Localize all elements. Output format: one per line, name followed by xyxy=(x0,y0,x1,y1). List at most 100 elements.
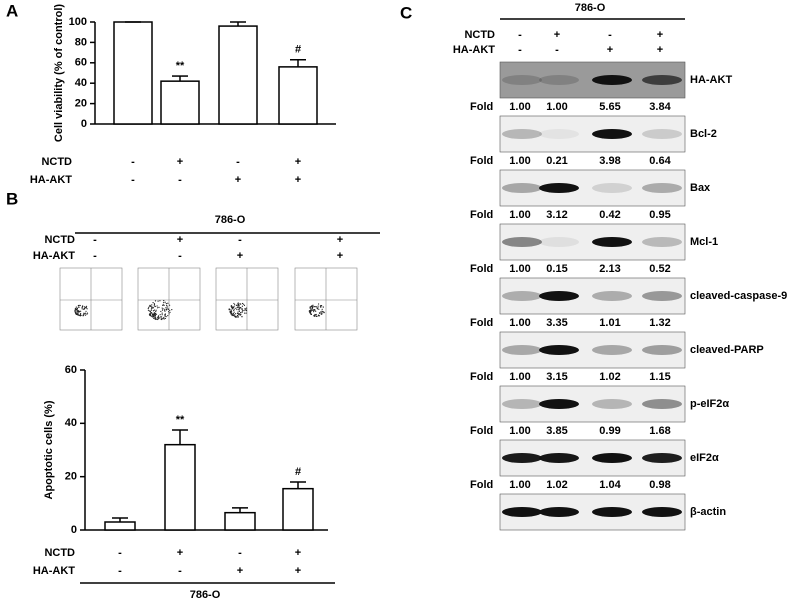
event xyxy=(313,309,315,311)
event xyxy=(309,310,311,312)
event xyxy=(76,311,78,313)
event xyxy=(230,305,233,307)
significance: ** xyxy=(176,414,185,426)
event xyxy=(171,309,173,311)
event xyxy=(238,310,241,312)
event xyxy=(233,305,235,308)
band xyxy=(642,291,682,301)
event xyxy=(152,310,154,312)
event xyxy=(155,309,157,311)
band xyxy=(642,129,682,139)
band xyxy=(592,453,632,463)
fold-value: 1.68 xyxy=(649,425,670,437)
event xyxy=(86,313,88,315)
event xyxy=(320,313,322,315)
event xyxy=(165,309,168,311)
flow-plot xyxy=(294,267,358,331)
y-tick-label: 40 xyxy=(65,417,77,429)
event xyxy=(162,304,164,306)
blot xyxy=(499,277,686,315)
event xyxy=(241,316,243,318)
event xyxy=(237,311,239,313)
event xyxy=(241,309,244,311)
event xyxy=(235,307,237,309)
event xyxy=(155,318,157,320)
fold-value: 0.99 xyxy=(599,425,620,437)
condition-sign: + xyxy=(607,44,613,56)
event xyxy=(158,306,160,308)
y-tick-label: 60 xyxy=(75,57,87,69)
fold-value: 3.84 xyxy=(649,101,671,113)
condition-sign: + xyxy=(337,234,343,246)
condition-sign: - xyxy=(178,250,182,262)
panel-label: B xyxy=(6,189,18,208)
event xyxy=(156,307,159,309)
band xyxy=(642,399,682,409)
event xyxy=(314,306,316,308)
event xyxy=(311,305,313,307)
fold-label: Fold xyxy=(470,209,493,221)
event xyxy=(149,310,152,313)
condition-sign: - xyxy=(131,174,135,186)
event xyxy=(239,303,241,305)
event xyxy=(244,308,246,310)
event xyxy=(165,316,167,318)
condition-sign: - xyxy=(93,250,97,262)
event xyxy=(238,305,240,307)
band xyxy=(539,129,579,139)
cell-line: 786-O xyxy=(215,214,246,226)
event xyxy=(320,304,323,307)
band xyxy=(502,183,542,193)
condition-sign: - xyxy=(238,547,242,559)
event xyxy=(315,313,317,316)
event xyxy=(231,314,233,317)
event xyxy=(167,315,169,317)
event xyxy=(234,304,236,306)
event xyxy=(241,305,244,307)
band xyxy=(502,399,542,409)
fold-value: 1.00 xyxy=(509,209,530,221)
event xyxy=(160,318,163,320)
event xyxy=(77,309,79,312)
event xyxy=(155,313,158,315)
event xyxy=(160,310,162,313)
condition-sign: - xyxy=(555,44,559,56)
band xyxy=(539,291,579,301)
event xyxy=(161,307,163,309)
event xyxy=(86,312,89,314)
event xyxy=(164,308,166,310)
event xyxy=(154,300,157,302)
significance: # xyxy=(295,466,301,478)
event xyxy=(234,313,237,315)
blot-label: Bax xyxy=(690,182,711,194)
condition-label: NCTD xyxy=(41,156,72,168)
event xyxy=(245,309,247,311)
event xyxy=(245,307,248,309)
condition-sign: + xyxy=(657,44,663,56)
band xyxy=(539,345,579,355)
fold-value: 1.00 xyxy=(509,155,530,167)
event xyxy=(241,302,244,305)
condition-sign: + xyxy=(554,29,560,41)
event xyxy=(78,310,80,312)
fold-label: Fold xyxy=(470,371,493,383)
event xyxy=(318,312,321,314)
condition-sign: - xyxy=(238,234,242,246)
event xyxy=(161,309,164,311)
event xyxy=(310,305,312,308)
condition-sign: - xyxy=(118,547,122,559)
y-axis-label: Apoptotic cells (%) xyxy=(43,400,55,499)
band xyxy=(592,345,632,355)
flow-plot xyxy=(59,267,123,331)
panel-label: C xyxy=(400,3,412,22)
event xyxy=(315,310,317,312)
event xyxy=(318,315,321,317)
condition-sign: + xyxy=(295,547,301,559)
event xyxy=(80,314,82,317)
event xyxy=(154,305,156,308)
bar xyxy=(278,66,318,125)
event xyxy=(157,315,160,317)
event xyxy=(77,314,80,316)
band xyxy=(642,453,682,463)
event xyxy=(153,303,156,305)
